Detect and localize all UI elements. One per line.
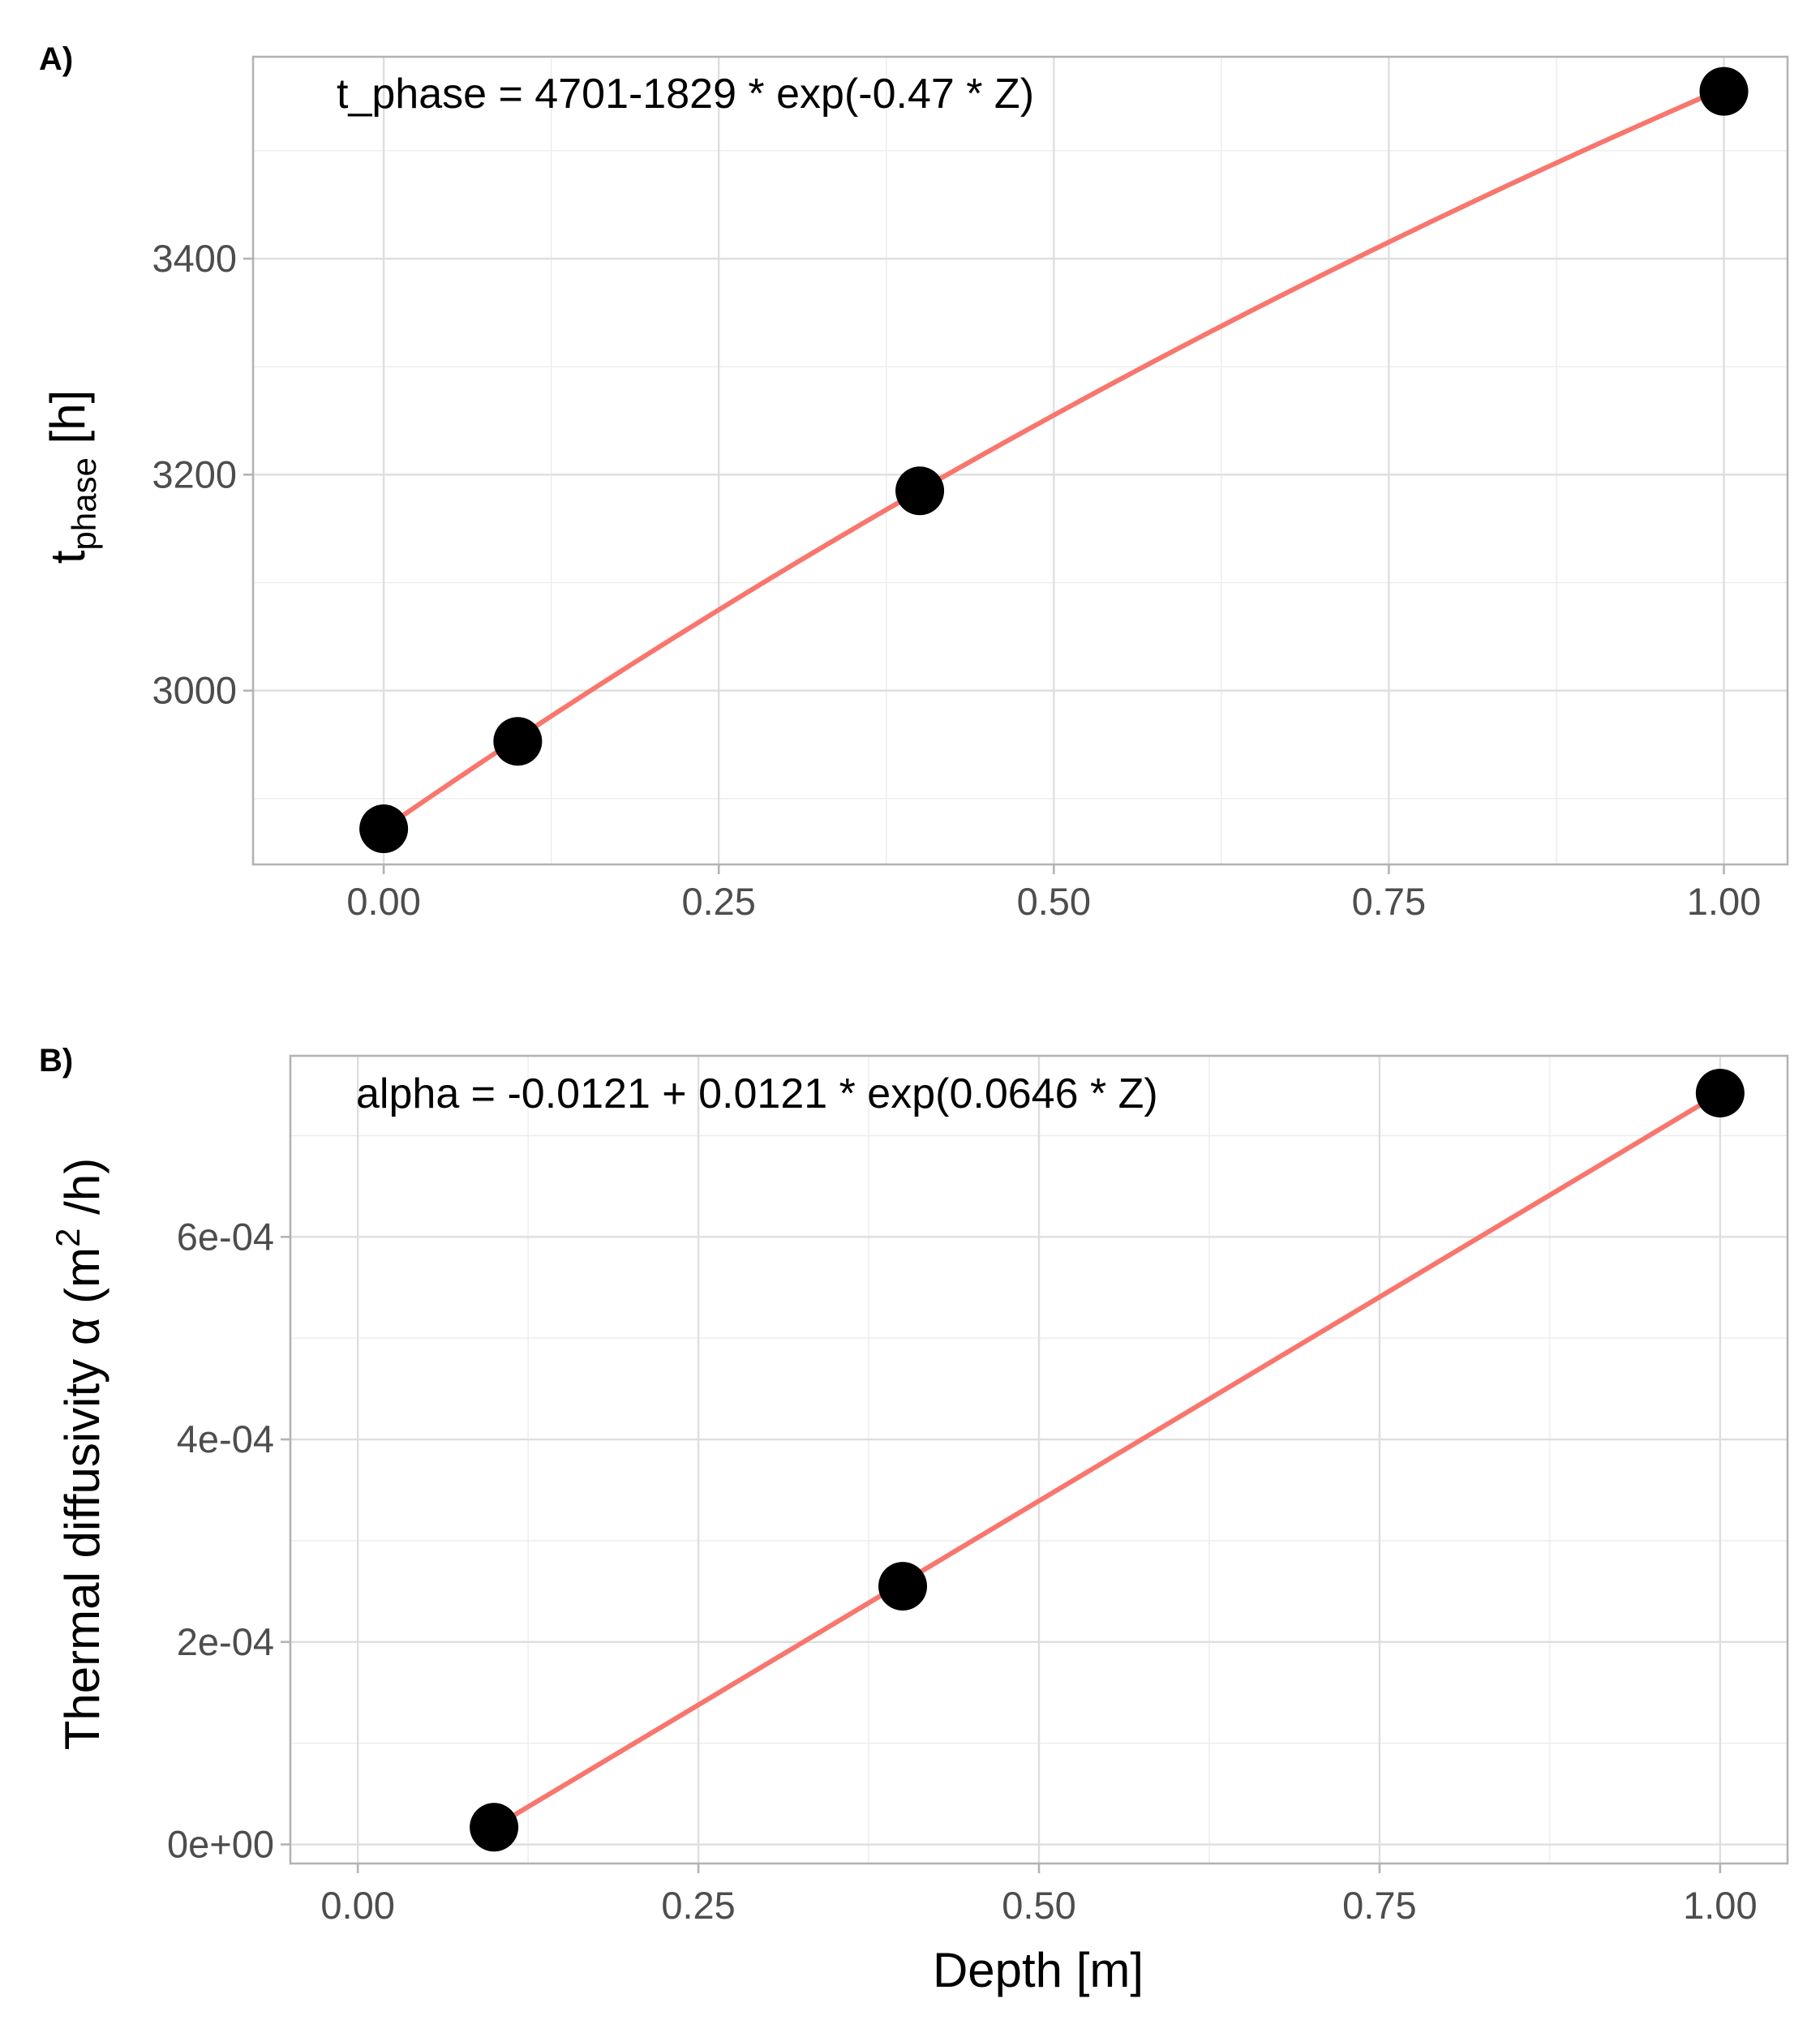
panel-a-y-tick-label: 3400 [152,237,237,280]
panel-b-grid [290,1056,1788,1863]
panel-a-ticks: 0.00 0.25 0.50 0.75 1.00 3000 3200 3400 [152,237,1761,923]
panel-a-grid [253,57,1788,864]
panel-b-y-tick-label: 6e-04 [177,1215,274,1258]
panel-b-y-title-main: Thermal diffusivity α (m [55,1247,109,1750]
panel-a-data-point [359,804,409,854]
panel-b-y-title-tail: /h) [55,1158,109,1229]
panel-a-fit-line [382,86,1725,831]
panel-b-fit-line [492,1091,1722,1829]
panel-b-letter: B) [39,1043,73,1079]
panel-a-x-tick-label: 0.75 [1352,880,1426,923]
panel-a-plot-border [251,55,1789,866]
panel-b-x-tick-label: 0.50 [1002,1884,1075,1927]
panel-a-y-title-unit: [h] [41,390,95,457]
panel-b-y-tick-label: 2e-04 [177,1620,274,1663]
panel-b-x-axis-title: Depth [m] [933,1943,1144,1997]
panel-b-fit [492,1091,1722,1829]
panel-a-letter: A) [39,41,73,77]
panel-b-y-tick-label: 0e+00 [167,1823,274,1866]
panel-b-points [470,1068,1745,1852]
panel-b-y-title-superscript: 2 [49,1228,87,1246]
panel-b-x-tick-label: 0.75 [1342,1884,1416,1927]
panel-a-y-tick-label: 3200 [152,452,237,495]
panel-a: A) 0.00 0.25 0.50 0.75 1.00 3000 3200 3400 t_ph… [39,41,1789,923]
panel-a-y-title-base: t [41,550,95,564]
panel-b-x-tick-label: 0.00 [320,1884,394,1927]
panel-a-equation: t_phase = 4701-1829 * exp(-0.47 * Z) [337,71,1034,118]
panel-b-y-axis-title: Thermal diffusivity α (m2 /h) [49,1158,109,1750]
panel-a-x-tick-label: 0.25 [681,880,755,923]
panel-a-data-point [895,466,945,516]
panel-a-x-tick-label: 0.00 [346,880,420,923]
panel-a-data-point [1699,66,1749,116]
panel-b-y-tick-label: 4e-04 [177,1417,274,1460]
panel-a-points [359,66,1749,854]
panel-a-y-axis-title: tphase [h] [41,390,103,564]
panel-b-data-point [878,1562,928,1611]
panel-a-fit [382,86,1725,831]
panel-a-border [251,55,1789,866]
panel-b-data-point [1695,1068,1745,1117]
panel-b-data-point [470,1803,519,1852]
panel-a-y-tick-label: 3000 [152,669,237,712]
panel-a-y-title-subscript: phase [65,457,103,550]
panel-a-x-tick-label: 1.00 [1687,880,1761,923]
panel-a-x-tick-label: 0.50 [1017,880,1091,923]
panel-b-x-tick-label: 0.25 [661,1884,735,1927]
panel-b-equation: alpha = -0.0121 + 0.0121 * exp(0.0646 * … [356,1070,1158,1117]
panel-b-ticks: 0.00 0.25 0.50 0.75 1.00 0e+00 2e-04 4e-04 6e-04 [167,1215,1758,1927]
panel-b-x-tick-label: 1.00 [1683,1884,1757,1927]
panel-b: B) 0.00 0.25 0.50 0.75 1.00 0e+00 2e-04 4e-04 6e… [39,1043,1789,1997]
panel-a-data-point [493,717,543,766]
